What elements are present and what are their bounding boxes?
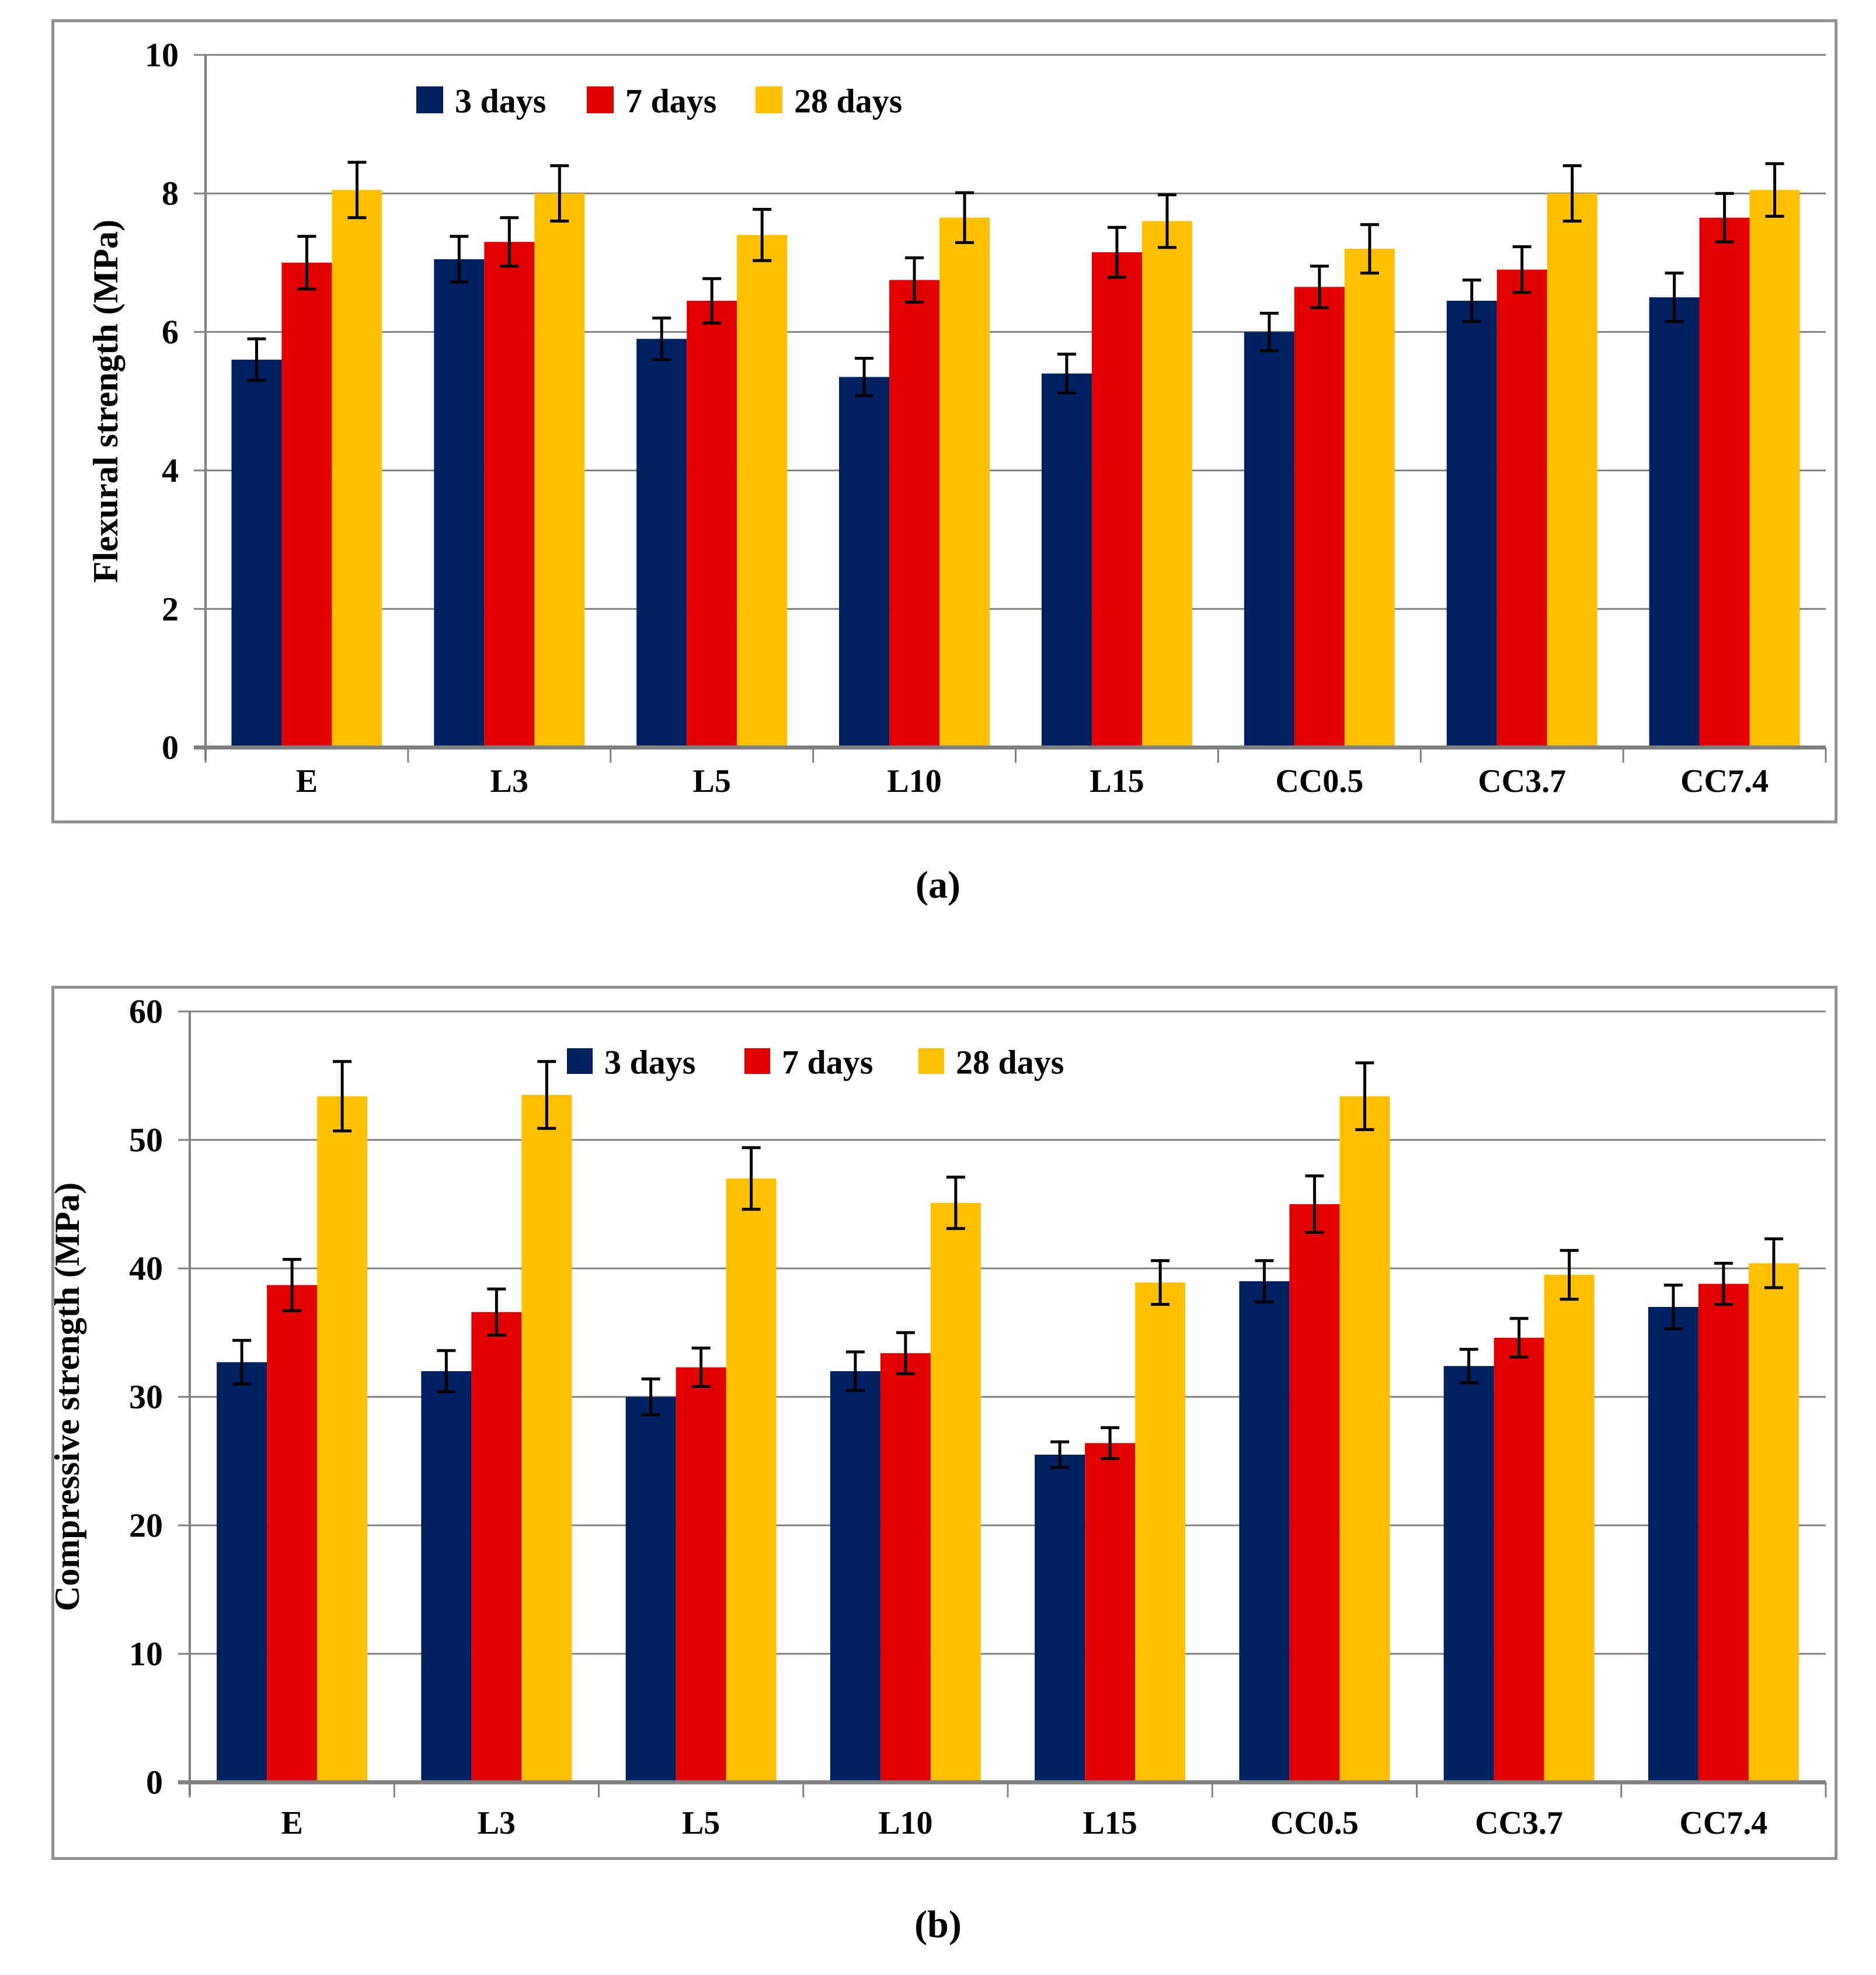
bar-3days-CC0.5	[1244, 332, 1294, 747]
y-tick-label: 50	[129, 1121, 163, 1159]
legend-label-7days: 7 days	[782, 1044, 873, 1082]
bar-28days-L15	[1135, 1282, 1186, 1782]
y-axis-title: Compressive strength (MPa)	[54, 1183, 86, 1611]
bar-3days-CC0.5	[1239, 1281, 1290, 1782]
bar-7days-CC7.4	[1698, 1284, 1749, 1782]
bar-28days-CC0.5	[1339, 1096, 1390, 1782]
y-tick-label: 40	[129, 1250, 163, 1288]
y-tick-label: 20	[129, 1507, 163, 1545]
x-category-label: L5	[693, 763, 731, 799]
bar-28days-CC0.5	[1344, 249, 1395, 748]
x-category-label: CC7.4	[1680, 763, 1769, 799]
legend-swatch-3days	[416, 86, 443, 113]
bar-3days-L3	[421, 1371, 472, 1782]
legend-swatch-7days	[587, 86, 614, 113]
bar-3days-L5	[636, 339, 687, 747]
legend-swatch-7days	[744, 1048, 770, 1074]
compressive-strength-panel: 0 10 20 30 40 50 60 E L3 L5 L10 L15 CC0.5 CC3.7 CC7.4 3…	[51, 986, 1837, 1860]
x-category-label: L5	[682, 1805, 720, 1841]
bar-7days-CC7.4	[1699, 217, 1750, 748]
caption-b: (b)	[914, 1903, 962, 1946]
legend-swatch-3days	[567, 1048, 593, 1074]
bar-28days-L3	[521, 1095, 572, 1782]
bar-28days-CC3.7	[1547, 193, 1597, 747]
y-tick-label: 8	[162, 175, 179, 213]
y-tick-label: 60	[129, 993, 163, 1031]
legend-swatch-28days	[756, 86, 782, 113]
y-tick-label: 30	[129, 1378, 163, 1416]
bar-7days-L3	[471, 1312, 522, 1782]
bar-28days-L10	[930, 1202, 981, 1782]
y-tick-label: 4	[162, 451, 179, 489]
bar-28days-L10	[939, 217, 990, 748]
bar-28days-E	[332, 190, 382, 747]
bar-7days-L5	[676, 1367, 726, 1782]
y-tick-label: 2	[162, 590, 179, 628]
y-tick-label: 0	[146, 1764, 163, 1802]
bar-7days-CC0.5	[1294, 287, 1345, 747]
bar-7days-L15	[1085, 1443, 1136, 1782]
x-category-label: L3	[490, 763, 528, 799]
x-category-label: CC7.4	[1679, 1805, 1767, 1841]
bar-28days-CC3.7	[1544, 1275, 1595, 1782]
bar-3days-CC3.7	[1443, 1366, 1494, 1782]
legend-label-3days: 3 days	[604, 1044, 695, 1082]
caption-a: (a)	[916, 864, 960, 906]
bar-7days-CC3.7	[1496, 269, 1547, 747]
bar-3days-CC3.7	[1446, 301, 1497, 747]
legend-swatch-28days	[918, 1048, 944, 1074]
x-category-label: L15	[1090, 763, 1144, 799]
bar-3days-CC7.4	[1649, 297, 1700, 748]
bar-28days-L15	[1141, 221, 1192, 747]
flexural-strength-panel: 0 2 4 6 8 10 E L3 L5 L10 L15 CC0.5 CC3.7 CC7.4 3 days 7…	[51, 19, 1837, 823]
x-category-label: CC3.7	[1478, 763, 1566, 799]
bar-3days-E	[231, 359, 282, 747]
bar-3days-L10	[839, 377, 890, 747]
bar-7days-L10	[880, 1353, 931, 1782]
legend-label-28days: 28 days	[794, 82, 902, 120]
legend-label-7days: 7 days	[625, 82, 716, 120]
bar-3days-L3	[434, 259, 485, 747]
bar-28days-E	[317, 1096, 368, 1782]
bar-28days-L5	[737, 235, 788, 747]
bar-28days-L5	[726, 1178, 777, 1782]
bar-7days-E	[281, 262, 332, 747]
bar-7days-E	[267, 1285, 318, 1782]
x-category-label: CC3.7	[1475, 1805, 1563, 1841]
x-category-label: L3	[478, 1805, 516, 1841]
x-category-label: CC0.5	[1271, 1805, 1359, 1841]
bar-3days-L15	[1035, 1455, 1085, 1782]
bar-7days-L3	[484, 242, 535, 748]
bar-7days-L15	[1091, 252, 1142, 747]
bar-7days-CC0.5	[1289, 1204, 1340, 1782]
flexural-strength-chart: 0 2 4 6 8 10 E L3 L5 L10 L15 CC0.5 CC3.7 CC7.4 3 days 7…	[86, 36, 1827, 799]
x-category-label: L15	[1083, 1805, 1137, 1841]
y-tick-label: 0	[162, 729, 179, 767]
bar-7days-CC3.7	[1494, 1337, 1544, 1782]
y-tick-label: 6	[162, 313, 179, 351]
y-tick-label: 10	[145, 36, 179, 74]
bar-7days-L5	[687, 301, 737, 747]
bar-28days-CC7.4	[1748, 1263, 1799, 1782]
y-tick-label: 10	[129, 1635, 163, 1673]
bar-3days-L10	[830, 1371, 880, 1782]
bar-28days-L3	[534, 193, 585, 747]
x-category-label: E	[296, 763, 318, 799]
bar-7days-L10	[889, 280, 940, 747]
x-category-label: L10	[878, 1805, 932, 1841]
bar-3days-L15	[1041, 373, 1092, 747]
compressive-strength-chart: 0 10 20 30 40 50 60 E L3 L5 L10 L15 CC0.5 CC3.7 CC7.4 3…	[54, 993, 1827, 1841]
bar-3days-E	[217, 1362, 267, 1782]
legend-label-28days: 28 days	[956, 1044, 1064, 1082]
y-axis-title: Flexural strength (MPa)	[86, 220, 125, 583]
bar-28days-CC7.4	[1749, 190, 1800, 747]
x-category-label: E	[281, 1805, 302, 1841]
x-category-label: L10	[887, 763, 941, 799]
bar-3days-L5	[625, 1397, 676, 1782]
bar-3days-CC7.4	[1648, 1307, 1699, 1782]
legend-label-3days: 3 days	[455, 82, 546, 120]
x-category-label: CC0.5	[1275, 763, 1363, 799]
